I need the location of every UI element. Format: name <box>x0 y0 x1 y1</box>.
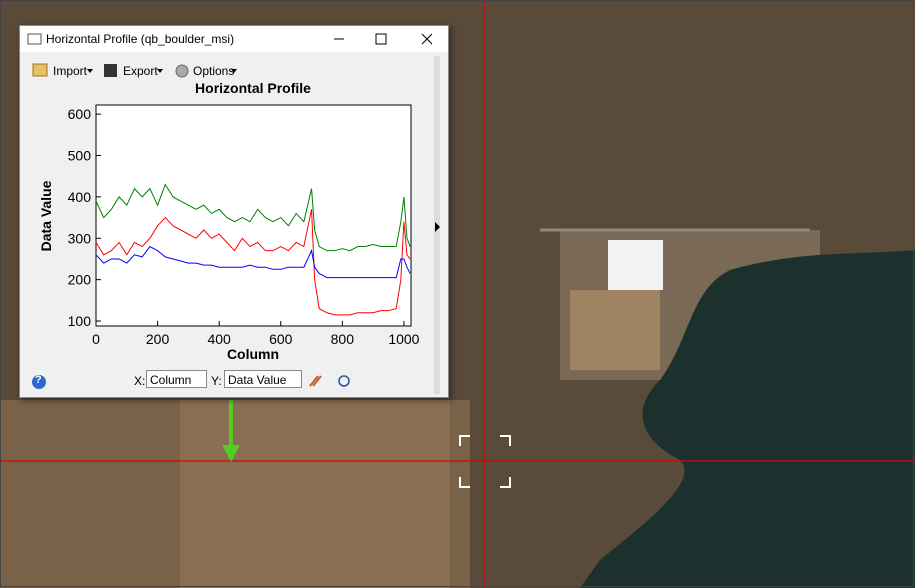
chart-title: Horizontal Profile <box>195 80 311 96</box>
x-tick-label: 400 <box>207 331 231 347</box>
x-axis-label: X: <box>134 374 146 388</box>
x-axis-title: Column <box>227 346 279 362</box>
profile-line <box>95 245 411 279</box>
y-axis-title: Data Value <box>38 180 54 251</box>
profile-line <box>95 209 411 316</box>
export-menu[interactable]: Export <box>123 64 158 78</box>
x-tick-label: 1000 <box>388 331 419 347</box>
x-tick-label: 600 <box>269 331 293 347</box>
profile-line <box>95 183 411 252</box>
chart: Horizontal Profile Column Data Value 100… <box>38 80 420 362</box>
options-menu[interactable]: Options <box>193 64 235 78</box>
x-tick-label: 800 <box>331 331 355 347</box>
y-axis-label: Y: <box>211 374 222 388</box>
profile-window: Horizontal Profile (qb_boulder_msi) Impo… <box>19 25 449 398</box>
x-select[interactable]: Column <box>146 370 207 388</box>
y-tick-label: 500 <box>68 147 92 163</box>
y-tick-label: 400 <box>68 189 92 205</box>
x-tick-label: 0 <box>92 331 100 347</box>
import-menu[interactable]: Import <box>53 64 88 78</box>
x-tick-label: 200 <box>146 331 170 347</box>
y-select[interactable]: Data Value <box>224 370 302 388</box>
help-button[interactable]: ? <box>35 374 42 386</box>
y-tick-label: 100 <box>68 313 92 329</box>
y-tick-label: 200 <box>68 272 92 288</box>
y-tick-label: 300 <box>68 230 92 246</box>
y-tick-label: 600 <box>68 106 92 122</box>
window-title: Horizontal Profile (qb_boulder_msi) <box>46 32 235 46</box>
